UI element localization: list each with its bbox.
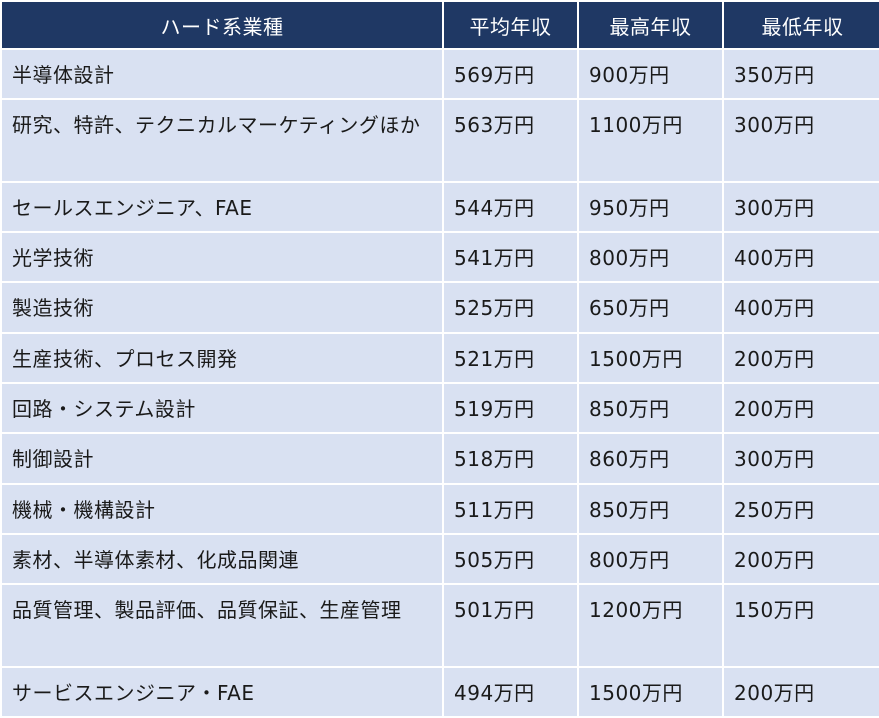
max-salary: 1200万円 [579, 585, 722, 666]
average-salary: 505万円 [444, 534, 577, 584]
min-salary: 400万円 [724, 283, 879, 332]
max-salary: 950万円 [579, 182, 722, 232]
max-salary: 1100万円 [579, 100, 722, 181]
table-row: 制御設計 518万円 860万円 300万円 [2, 434, 879, 483]
average-salary: 494万円 [444, 667, 577, 716]
table-row: 機械・機構設計 511万円 850万円 250万円 [2, 484, 879, 533]
min-salary: 400万円 [724, 233, 879, 282]
max-salary: 1500万円 [579, 667, 722, 716]
min-salary: 150万円 [724, 585, 879, 666]
header-average-salary: 平均年収 [444, 2, 577, 48]
header-min-salary: 最低年収 [724, 2, 879, 48]
job-category: 制御設計 [2, 434, 442, 483]
job-category: 光学技術 [2, 233, 442, 282]
job-category: 研究、特許、テクニカルマーケティングほか [2, 100, 442, 181]
table-row: 半導体設計 569万円 900万円 350万円 [2, 50, 879, 99]
table-row: 研究、特許、テクニカルマーケティングほか 563万円 1100万円 300万円 [2, 100, 879, 181]
min-salary: 200万円 [724, 383, 879, 433]
average-salary: 569万円 [444, 50, 577, 99]
job-category: 品質管理、製品評価、品質保証、生産管理 [2, 585, 442, 666]
average-salary: 519万円 [444, 383, 577, 433]
min-salary: 300万円 [724, 434, 879, 483]
min-salary: 300万円 [724, 182, 879, 232]
job-category: 機械・機構設計 [2, 484, 442, 533]
table-row: 品質管理、製品評価、品質保証、生産管理 501万円 1200万円 150万円 [2, 585, 879, 666]
min-salary: 350万円 [724, 50, 879, 99]
min-salary: 300万円 [724, 100, 879, 181]
min-salary: 200万円 [724, 534, 879, 584]
average-salary: 521万円 [444, 333, 577, 382]
min-salary: 250万円 [724, 484, 879, 533]
average-salary: 541万円 [444, 233, 577, 282]
average-salary: 501万円 [444, 585, 577, 666]
table-row: 回路・システム設計 519万円 850万円 200万円 [2, 383, 879, 433]
average-salary: 518万円 [444, 434, 577, 483]
table-row: セールスエンジニア、FAE 544万円 950万円 300万円 [2, 182, 879, 232]
table-row: 製造技術 525万円 650万円 400万円 [2, 283, 879, 332]
max-salary: 650万円 [579, 283, 722, 332]
header-category: ハード系業種 [2, 2, 442, 48]
max-salary: 800万円 [579, 233, 722, 282]
max-salary: 1500万円 [579, 333, 722, 382]
average-salary: 511万円 [444, 484, 577, 533]
max-salary: 800万円 [579, 534, 722, 584]
max-salary: 900万円 [579, 50, 722, 99]
table-row: 生産技術、プロセス開発 521万円 1500万円 200万円 [2, 333, 879, 382]
min-salary: 200万円 [724, 333, 879, 382]
job-category: 回路・システム設計 [2, 383, 442, 433]
table-row: 素材、半導体素材、化成品関連 505万円 800万円 200万円 [2, 534, 879, 584]
average-salary: 544万円 [444, 182, 577, 232]
job-category: 半導体設計 [2, 50, 442, 99]
job-category: 素材、半導体素材、化成品関連 [2, 534, 442, 584]
max-salary: 850万円 [579, 484, 722, 533]
header-max-salary: 最高年収 [579, 2, 722, 48]
average-salary: 563万円 [444, 100, 577, 181]
job-category: 生産技術、プロセス開発 [2, 333, 442, 382]
min-salary: 200万円 [724, 667, 879, 716]
table-row: サービスエンジニア・FAE 494万円 1500万円 200万円 [2, 667, 879, 716]
job-category: 製造技術 [2, 283, 442, 332]
max-salary: 860万円 [579, 434, 722, 483]
job-category: セールスエンジニア、FAE [2, 182, 442, 232]
job-category: サービスエンジニア・FAE [2, 667, 442, 716]
max-salary: 850万円 [579, 383, 722, 433]
header-row: ハード系業種 平均年収 最高年収 最低年収 [2, 2, 879, 48]
average-salary: 525万円 [444, 283, 577, 332]
table-row: 光学技術 541万円 800万円 400万円 [2, 233, 879, 282]
